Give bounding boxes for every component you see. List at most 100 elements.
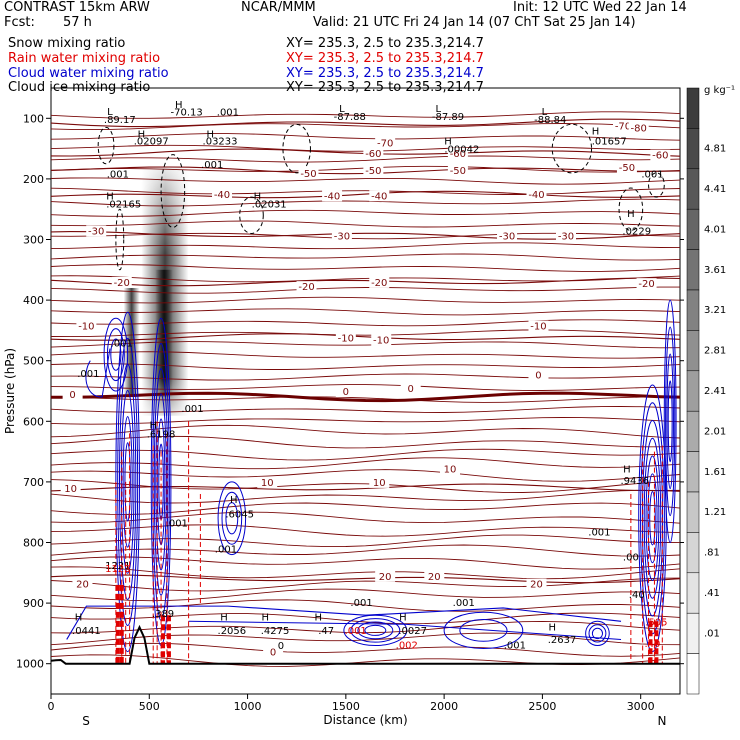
colorbar-label: 1.21 [704, 507, 726, 518]
contour-annotation: H [106, 191, 114, 202]
isotherm-label-bg [528, 320, 549, 332]
y-tick-label: 300 [23, 234, 44, 247]
isotherm-label-bg [335, 386, 356, 397]
isotherm-line [50, 264, 681, 272]
y-tick-label: 800 [23, 537, 44, 550]
colorbar-label: 2.41 [704, 386, 726, 397]
isotherm-label: 10 [261, 478, 274, 489]
contour-annotation: H [75, 612, 83, 623]
isotherm-label: 20 [379, 572, 392, 583]
x-axis-label: Distance (km) [323, 713, 407, 727]
isotherm-label: -80 [631, 123, 647, 134]
contour-annotation: H [138, 129, 146, 140]
isotherm-line [50, 524, 681, 537]
cloud-water-contour [85, 348, 111, 398]
model-title: CONTRAST 15km ARW [4, 0, 150, 15]
y-axis-label: Pressure (hPa) [3, 348, 17, 434]
isotherm-line [50, 319, 681, 327]
cloud-water-contour [153, 368, 169, 596]
isotherm-label: -20 [298, 282, 314, 293]
isotherm-label-bg [111, 276, 132, 288]
colorbar-unit: g kg⁻¹ [704, 85, 735, 96]
cloud-water-band [188, 620, 622, 640]
isotherm-line [50, 534, 681, 548]
cloud-water-contour [645, 455, 660, 581]
isotherm-label: 10 [373, 478, 386, 489]
contour-annotation: -88.84 [534, 115, 566, 126]
colorbar-label: .81 [704, 548, 720, 559]
rain-annotation: .40 [645, 639, 661, 650]
contour-annotation: .001 [453, 598, 475, 609]
isotherm-line [50, 556, 681, 570]
contour-annotation: H [548, 623, 556, 634]
isotherm-label: -40 [371, 191, 387, 202]
colorbar-label: 3.21 [704, 305, 726, 316]
isotherm-minus40 [50, 190, 681, 199]
cloud-water-contour [591, 627, 603, 640]
isotherm-label: -40 [214, 190, 230, 201]
isotherm-label-bg [331, 230, 352, 242]
org-label: NCAR/MMM [241, 0, 316, 15]
isotherm-line [50, 469, 681, 482]
cloud-water-contour [103, 317, 129, 392]
contour-annotation: .001 [215, 545, 237, 556]
colorbar-swatch [686, 370, 700, 412]
colorbar-swatch [686, 491, 700, 533]
isotherm-minus70 [50, 118, 681, 128]
contour-annotation: .01657 [592, 137, 627, 148]
end-label-north: N [658, 714, 667, 728]
cloud-water-contour [122, 416, 133, 548]
end-label-south: S [82, 714, 90, 728]
cloud-water-contour [588, 624, 607, 643]
contour-annotation: H [444, 137, 452, 148]
isotherm-10 [50, 483, 681, 492]
field-xy-snow: XY= 235.3, 2.5 to 235.3,214.7 [286, 36, 484, 51]
contour-annotation: H [220, 612, 228, 623]
isotherm-line [50, 448, 681, 461]
contour-annotation: .0441 [72, 626, 101, 637]
isotherm-line [50, 424, 681, 439]
contour-annotation: .001 [166, 519, 188, 530]
isotherm-label-bg [369, 476, 390, 488]
isotherm-line [50, 395, 681, 403]
colorbar-swatch [686, 653, 700, 695]
isotherm-label-bg [76, 320, 97, 332]
isotherm-line [50, 308, 681, 316]
isotherm-label: -50 [300, 169, 316, 180]
isotherm-line [50, 642, 681, 657]
colorbar-label: 4.01 [704, 224, 726, 235]
colorbar-label: 1.61 [704, 467, 726, 478]
contour-annotation: L [107, 107, 113, 118]
isotherm-label: -50 [619, 163, 635, 174]
isotherm-line [50, 544, 681, 557]
contour-annotation: .47 [318, 626, 334, 637]
isotherm-label-bg [526, 578, 547, 590]
contour-annotation: H [592, 126, 600, 137]
field-xy-cloud-water: XY= 235.3, 2.5 to 235.3,214.7 [286, 66, 484, 81]
contour-annotation: H [261, 612, 269, 623]
colorbar-swatch [686, 168, 700, 210]
isotherm-label: -70 [615, 122, 631, 133]
isotherm-label-bg [636, 278, 657, 290]
isotherm-label: -50 [365, 166, 381, 177]
cloud-ice-contour [97, 126, 115, 165]
isotherm-label-bg [612, 120, 633, 132]
rain-annotation: .505 [645, 617, 667, 628]
contour-annotation: .001 [350, 598, 372, 609]
isotherm-label: -60 [450, 149, 466, 160]
isotherm-label-bg [62, 389, 83, 401]
isotherm-label: -60 [652, 151, 668, 162]
contour-annotation: .6045 [225, 509, 254, 520]
x-tick-label: 2000 [430, 700, 458, 713]
isotherm-line [50, 479, 681, 493]
cloud-water-contour [357, 621, 394, 640]
colorbar-label: 4.41 [704, 184, 726, 195]
isotherm-label-bg [375, 570, 396, 582]
cloud-water-contour [665, 326, 676, 517]
contour-annotation: 1221 [105, 561, 130, 572]
isotherm-label-bg [400, 382, 421, 394]
isotherm-label-bg [528, 369, 549, 381]
isotherm-label: 10 [64, 484, 77, 495]
isotherm-label: -60 [365, 149, 381, 160]
contour-annotation: .001 [201, 160, 223, 171]
